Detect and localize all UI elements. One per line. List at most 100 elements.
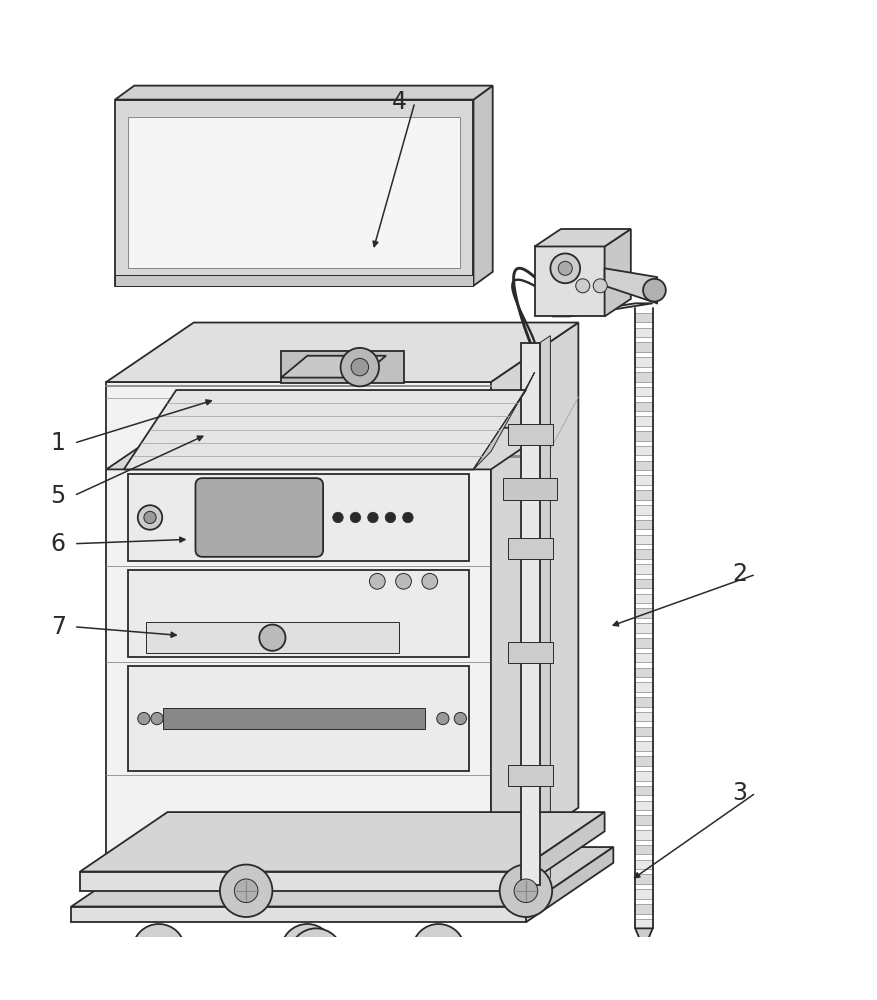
- Bar: [635, 579, 652, 588]
- Bar: [635, 815, 652, 825]
- Polygon shape: [491, 323, 578, 867]
- Bar: [635, 505, 652, 515]
- Circle shape: [290, 928, 342, 981]
- Circle shape: [643, 279, 666, 302]
- Bar: [635, 756, 652, 766]
- Polygon shape: [540, 336, 551, 885]
- Text: 1: 1: [51, 431, 66, 455]
- Bar: [635, 446, 652, 455]
- Polygon shape: [535, 229, 631, 246]
- Circle shape: [412, 924, 465, 976]
- Polygon shape: [604, 268, 657, 303]
- Circle shape: [367, 512, 378, 523]
- Bar: [508, 538, 553, 559]
- Bar: [508, 642, 553, 663]
- Polygon shape: [115, 86, 493, 100]
- Bar: [282, 351, 403, 383]
- Circle shape: [147, 938, 170, 962]
- Circle shape: [234, 879, 258, 903]
- Bar: [635, 357, 652, 367]
- Bar: [635, 416, 652, 426]
- Circle shape: [369, 573, 385, 589]
- Bar: [635, 461, 652, 470]
- Bar: [635, 697, 652, 707]
- Bar: [115, 275, 474, 286]
- Bar: [128, 666, 469, 771]
- Bar: [635, 727, 652, 736]
- Bar: [635, 919, 652, 928]
- Bar: [146, 622, 399, 653]
- Text: 2: 2: [732, 562, 747, 586]
- Bar: [635, 549, 652, 559]
- Bar: [635, 682, 652, 692]
- Bar: [635, 520, 652, 529]
- Circle shape: [514, 879, 538, 903]
- Circle shape: [340, 348, 379, 386]
- Bar: [635, 830, 652, 840]
- Bar: [106, 382, 491, 867]
- Bar: [128, 117, 460, 268]
- Circle shape: [593, 279, 607, 293]
- Text: 3: 3: [732, 781, 747, 805]
- Polygon shape: [80, 812, 604, 872]
- Bar: [635, 904, 652, 914]
- Text: 4: 4: [392, 90, 407, 114]
- Circle shape: [151, 712, 163, 725]
- Bar: [508, 765, 553, 786]
- Bar: [635, 653, 652, 662]
- Polygon shape: [474, 86, 493, 286]
- Circle shape: [332, 512, 343, 523]
- Bar: [635, 342, 652, 352]
- Circle shape: [437, 712, 449, 725]
- Bar: [128, 474, 469, 561]
- Circle shape: [138, 505, 162, 530]
- FancyBboxPatch shape: [196, 478, 323, 557]
- Bar: [635, 771, 652, 781]
- Circle shape: [551, 253, 580, 283]
- Bar: [635, 372, 652, 382]
- Bar: [71, 907, 526, 922]
- Circle shape: [385, 512, 396, 523]
- Circle shape: [454, 712, 467, 725]
- Polygon shape: [553, 303, 652, 316]
- Bar: [508, 424, 553, 445]
- Polygon shape: [526, 847, 613, 922]
- Circle shape: [403, 512, 413, 523]
- Circle shape: [282, 924, 333, 976]
- Circle shape: [500, 865, 553, 917]
- Bar: [635, 786, 652, 795]
- Bar: [635, 845, 652, 854]
- Circle shape: [220, 865, 273, 917]
- Text: 7: 7: [51, 615, 66, 639]
- Bar: [635, 313, 652, 322]
- Bar: [635, 328, 652, 337]
- Polygon shape: [635, 928, 652, 939]
- Bar: [635, 475, 652, 485]
- Polygon shape: [517, 812, 604, 891]
- Circle shape: [427, 938, 450, 962]
- Polygon shape: [106, 428, 553, 469]
- Polygon shape: [535, 246, 604, 316]
- Bar: [635, 535, 652, 544]
- Bar: [521, 343, 540, 885]
- Polygon shape: [604, 229, 631, 316]
- Circle shape: [260, 625, 286, 651]
- Circle shape: [138, 712, 150, 725]
- Polygon shape: [71, 847, 613, 907]
- Bar: [635, 860, 652, 869]
- Bar: [503, 478, 558, 500]
- Bar: [80, 872, 517, 891]
- Bar: [163, 708, 425, 729]
- Circle shape: [350, 512, 360, 523]
- Circle shape: [576, 279, 589, 293]
- Bar: [635, 402, 652, 411]
- Circle shape: [396, 573, 411, 589]
- Circle shape: [144, 511, 156, 524]
- Bar: [115, 100, 474, 286]
- Circle shape: [296, 938, 319, 962]
- Text: 6: 6: [51, 532, 66, 556]
- Circle shape: [304, 943, 328, 966]
- Circle shape: [132, 924, 185, 976]
- Polygon shape: [474, 372, 535, 469]
- Polygon shape: [282, 356, 386, 378]
